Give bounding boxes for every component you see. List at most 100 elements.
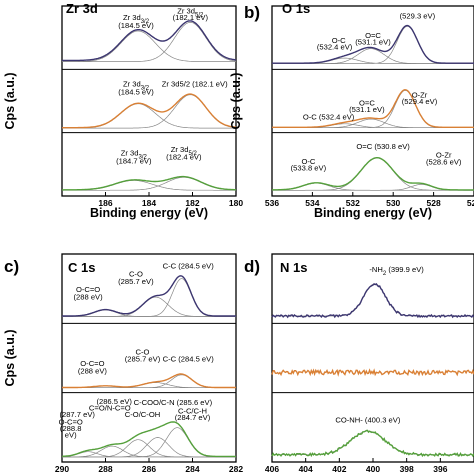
stack-2: C-C (284.5 eV) C-O(285.7 eV) O-C=O(288 eV) bbox=[62, 347, 236, 389]
peak-annotation: (182.4 eV) bbox=[166, 153, 202, 162]
x-tick-label: 526 bbox=[467, 198, 474, 208]
panel-title: O 1s bbox=[282, 1, 310, 16]
stack-2: O-Zr(529.4 eV) O=C(531.1 eV)O-C (532.4 eV… bbox=[272, 89, 474, 129]
spectrum-line bbox=[271, 429, 474, 458]
x-tick-label: 402 bbox=[332, 464, 346, 474]
x-tick-label: 398 bbox=[400, 464, 414, 474]
stack-2: Zr 3d3/2(184.5 eV) Zr 3d5/2 (182.1 eV) bbox=[62, 80, 237, 129]
x-tick-label: 536 bbox=[265, 198, 279, 208]
x-tick-label: 530 bbox=[386, 198, 400, 208]
spectrum-line bbox=[272, 157, 474, 191]
peak-annotation: (285.7 eV) bbox=[125, 355, 161, 364]
peak-annotation: (184.5 eV) bbox=[118, 21, 154, 30]
x-tick-label: 534 bbox=[305, 198, 319, 208]
fit-component-line bbox=[272, 283, 474, 317]
peak-annotation: (529.4 eV) bbox=[402, 97, 438, 106]
spectrum-line bbox=[62, 275, 236, 317]
peak-annotation: (288 eV) bbox=[78, 366, 108, 375]
plot-frame bbox=[271, 5, 474, 197]
panel-title: N 1s bbox=[280, 260, 307, 275]
spectrum-line bbox=[62, 175, 236, 191]
peak-annotation: (182.1 eV) bbox=[173, 13, 209, 22]
peak-annotation: (284.7 eV) bbox=[175, 413, 211, 422]
peak-annotation: (184.7 eV) bbox=[116, 157, 152, 166]
x-tick-label: 282 bbox=[229, 464, 243, 474]
peak-annotation: Zr 3d3/2 bbox=[123, 13, 150, 25]
fit-component-line bbox=[272, 430, 474, 456]
peak-annotation: (532.4 eV) bbox=[317, 42, 353, 51]
peak-annotation: C-COO/C-N (285.6 eV) bbox=[134, 398, 213, 407]
stack-1: C-C (284.5 eV) C-O(285.7 eV) O-C=O(288 eV) bbox=[62, 262, 236, 317]
spectrum-line bbox=[62, 421, 236, 458]
spectrum-line bbox=[271, 282, 474, 319]
peak-annotation: O-C=O bbox=[59, 418, 83, 427]
y-axis-label: Cps (a.u.) bbox=[3, 73, 17, 130]
peak-annotation: O-C=O bbox=[76, 285, 100, 294]
x-tick-label: 286 bbox=[142, 464, 156, 474]
x-tick-label: 184 bbox=[142, 198, 156, 208]
fit-component-line bbox=[62, 374, 236, 389]
peak-annotation: C-O bbox=[129, 270, 143, 279]
peak-annotation: (533.8 eV) bbox=[291, 164, 327, 173]
spectrum-line bbox=[62, 373, 236, 389]
xps-panel-1: Zr 3d3/2(184.5 eV)Zr 3d5/2(182.1 eV)Zr 3… bbox=[3, 1, 243, 220]
peak-annotation: Zr 3d5/2 bbox=[177, 6, 204, 18]
peak-annotation: Zr 3d5/2 (182.1 eV) bbox=[162, 80, 228, 89]
peak-annotation: O-C bbox=[332, 36, 346, 45]
peak-annotation: C-C (284.5 eV) bbox=[163, 354, 215, 363]
spectrum-line bbox=[62, 20, 237, 62]
stack-1: -NH2 (399.9 eV) bbox=[271, 265, 474, 319]
x-axis-label: Binding energy (eV) bbox=[90, 206, 208, 220]
x-tick-label: 404 bbox=[299, 464, 313, 474]
peak-annotation: Zr 3d3/2 bbox=[123, 80, 150, 92]
stack-1: Zr 3d3/2(184.5 eV) Zr 3d5/2(182.1 eV) bbox=[62, 6, 237, 62]
peak-annotation: O-Zr bbox=[436, 151, 452, 160]
panel-title: Zr 3d bbox=[66, 1, 98, 16]
peak-annotation: CO-NH- (400.3 eV) bbox=[335, 416, 400, 425]
x-axis-label: Binding energy (eV) bbox=[314, 206, 432, 220]
spectrum-line bbox=[271, 368, 474, 377]
fit-component-line bbox=[62, 30, 236, 62]
stack-3: (286.5 eV)C=O/N-C=O(287.7 eV) C-O/C-OH C-C… bbox=[59, 397, 236, 458]
peak-annotation: (531.1 eV) bbox=[349, 105, 385, 114]
peak-annotation: C-C/C-H bbox=[178, 406, 207, 415]
peak-annotation: (184.5 eV) bbox=[118, 87, 154, 96]
peak-annotation: C-C (284.5 eV) bbox=[163, 262, 215, 271]
stack-1: (529.3 eV) O=C(531.1 eV) O-C(532.4 eV) bbox=[272, 11, 474, 64]
peak-annotation: -NH2 (399.9 eV) bbox=[369, 265, 424, 277]
peak-annotation: Zr 3d5/2 bbox=[171, 145, 198, 157]
peak-annotation: (288 eV) bbox=[74, 292, 104, 301]
x-tick-label: 532 bbox=[346, 198, 360, 208]
x-tick-label: 180 bbox=[229, 198, 243, 208]
spectrum-line bbox=[62, 93, 237, 129]
peak-annotation: C=O/N-C=O bbox=[89, 403, 131, 412]
panel-label: d) bbox=[244, 257, 260, 276]
xps-panel-2: (529.3 eV)O=C(531.1 eV)O-C(532.4 eV) O-Zr… bbox=[229, 1, 474, 220]
stack-3: CO-NH- (400.3 eV) bbox=[271, 416, 474, 458]
spectrum-line bbox=[272, 24, 474, 64]
peak-annotation: O-C=O bbox=[80, 359, 104, 368]
peak-annotation: (286.5 eV) bbox=[96, 397, 132, 406]
panel-label: b) bbox=[244, 3, 260, 22]
peak-annotation: C-O bbox=[136, 347, 150, 356]
x-tick-label: 284 bbox=[185, 464, 199, 474]
x-tick-label: 290 bbox=[55, 464, 69, 474]
peak-annotation: C-O/C-OH bbox=[125, 410, 160, 419]
stack-2 bbox=[271, 368, 474, 377]
y-axis-label: Cps (a.u.) bbox=[229, 73, 243, 130]
peak-annotation: (287.7 eV) bbox=[59, 410, 95, 419]
x-tick-label: 396 bbox=[433, 464, 447, 474]
panel-label: c) bbox=[4, 257, 19, 276]
fit-component-line bbox=[272, 48, 474, 64]
spectrum-line bbox=[272, 89, 474, 128]
x-tick-label: 182 bbox=[185, 198, 199, 208]
fit-component-line bbox=[62, 451, 236, 458]
peak-annotation: O=C (530.8 eV) bbox=[356, 142, 410, 151]
y-axis-label: Cps (a.u.) bbox=[3, 330, 17, 387]
peak-annotation: O-Zr bbox=[412, 91, 428, 100]
fit-component-line bbox=[62, 176, 236, 191]
peak-annotation: (288.8 bbox=[60, 424, 82, 433]
fit-component-line bbox=[62, 437, 236, 458]
peak-annotation: O=C bbox=[365, 31, 381, 40]
